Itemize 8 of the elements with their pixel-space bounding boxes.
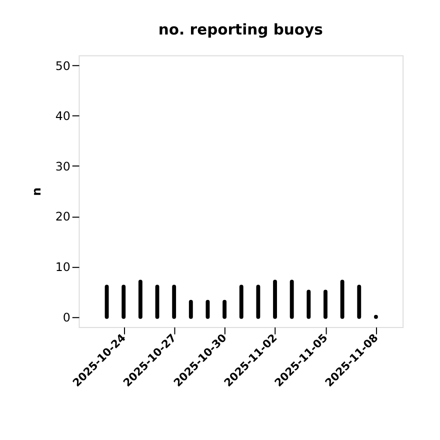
y-axis-title: n — [30, 187, 44, 196]
y-tick-label: 50 — [55, 58, 70, 73]
y-tick-label: 20 — [55, 210, 70, 224]
y-tick-label: 30 — [55, 159, 70, 174]
y-tick-label: 10 — [55, 260, 70, 274]
y-tick-label: 0 — [62, 310, 70, 324]
chart-title: no. reporting buoys — [158, 22, 324, 39]
y-tick-label: 40 — [55, 109, 70, 124]
